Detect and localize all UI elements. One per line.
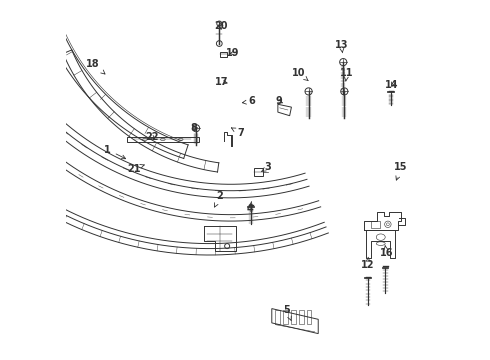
Text: 20: 20: [214, 21, 228, 31]
Text: 22: 22: [146, 132, 159, 142]
Bar: [127, 137, 198, 142]
Bar: [254, 168, 263, 176]
Bar: [275, 310, 280, 324]
Text: 14: 14: [386, 80, 399, 90]
Bar: [307, 310, 312, 324]
Text: 8: 8: [191, 123, 197, 133]
Text: 2: 2: [215, 191, 223, 207]
Text: 12: 12: [361, 257, 375, 270]
Text: 7: 7: [231, 128, 244, 138]
Text: 5: 5: [283, 305, 292, 321]
Text: 21: 21: [127, 163, 144, 174]
Text: 9: 9: [276, 96, 283, 107]
Text: 16: 16: [380, 246, 393, 258]
Text: 1: 1: [104, 145, 125, 159]
Text: 3: 3: [262, 162, 271, 172]
Bar: [299, 310, 304, 324]
Bar: [291, 310, 296, 324]
Text: 6: 6: [243, 96, 255, 107]
Text: 17: 17: [215, 77, 228, 87]
Bar: [283, 310, 288, 324]
Text: 11: 11: [340, 68, 354, 81]
Text: 10: 10: [292, 68, 308, 81]
Text: 4: 4: [247, 202, 254, 214]
Text: 15: 15: [394, 162, 408, 180]
Text: 19: 19: [226, 48, 239, 58]
Bar: [371, 221, 380, 228]
Bar: [220, 52, 227, 57]
Text: 13: 13: [335, 40, 348, 53]
Text: 18: 18: [86, 59, 105, 74]
